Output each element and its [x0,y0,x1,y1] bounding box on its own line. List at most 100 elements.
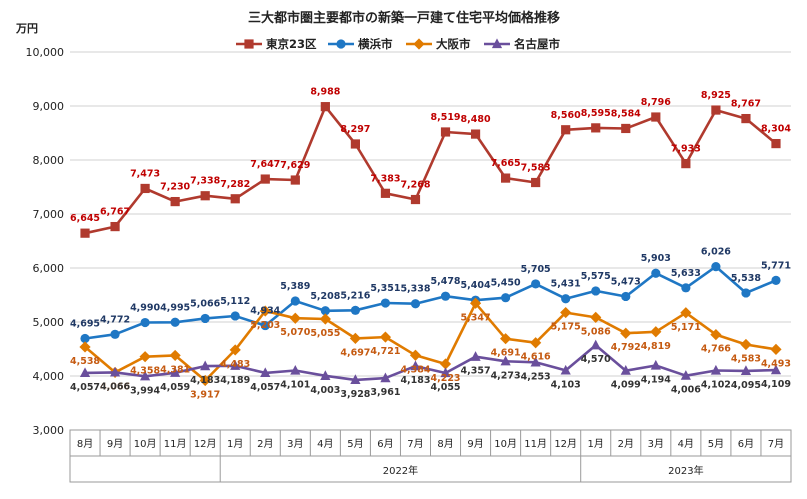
y-tick-label: 4,000 [33,370,65,383]
data-point [260,367,271,378]
data-point [621,291,631,302]
x-tick-label: 1月 [227,438,243,450]
data-label: 5,175 [551,322,581,333]
data-label: 4,792 [611,342,641,353]
data-label: 3,917 [190,389,220,400]
data-label: 4,103 [551,379,581,390]
data-point [290,175,300,185]
data-point [80,333,90,344]
data-label: 4,066 [100,381,130,392]
data-point [140,370,151,381]
x-tick-label: 9月 [107,438,123,450]
data-label: 4,697 [340,347,370,358]
data-label: 8,767 [731,99,761,110]
data-label: 4,538 [70,356,100,367]
data-label: 4,006 [671,385,701,396]
data-label: 4,059 [160,382,190,393]
x-tick-label: 8月 [77,438,93,450]
data-point [620,365,631,375]
data-label: 4,381 [160,364,190,375]
data-label: 7,268 [400,180,430,191]
data-point [500,333,512,345]
y-tick-label: 8,000 [33,154,65,167]
data-label: 6,767 [100,207,130,218]
data-label: 8,584 [611,108,641,119]
data-point [139,351,151,363]
legend-item: 名古屋市 [484,37,560,51]
data-label: 4,358 [130,366,160,377]
data-point [501,173,511,183]
data-point [380,188,391,198]
data-label: 7,629 [280,160,310,171]
x-tick-label: 12月 [554,438,577,450]
data-point [380,298,391,308]
data-point [530,337,542,349]
data-point [260,320,270,331]
data-label: 5,070 [280,327,310,338]
data-point [650,359,661,370]
data-point [290,296,300,306]
data-label: 8,988 [310,87,340,98]
data-label: 5,538 [731,273,761,284]
y-tick-label: 6,000 [33,262,65,275]
data-label: 4,583 [731,354,761,365]
data-label: 4,102 [701,379,731,390]
data-label: 7,583 [521,163,551,174]
data-label: 5,208 [310,291,340,302]
y-axis: 3,000 4,000 5,000 6,000 7,000 8,000 9,000 10,00… [26,46,65,437]
data-label: 3,961 [370,387,400,398]
data-label: 8,480 [461,114,491,125]
y-tick-label: 10,000 [26,46,65,59]
data-point [200,313,210,324]
data-point [410,299,421,309]
x-tick-label: 2月 [618,438,634,450]
data-label: 4,721 [370,346,400,357]
data-label: 4,934 [250,306,280,317]
x-tick-label: 3月 [287,438,303,450]
data-label: 4,695 [70,318,100,329]
data-point [410,360,421,371]
data-label: 5,431 [551,279,581,290]
y-tick-label: 3,000 [33,424,65,437]
data-point [711,261,721,272]
x-tick-label: 1月 [588,438,604,450]
x-tick-label: 4月 [678,438,694,450]
data-label: 6,645 [70,213,100,224]
data-point [651,112,661,122]
data-label: 5,338 [400,284,430,295]
data-label: 4,066 [100,381,130,392]
data-point [470,351,481,361]
series-line [84,105,777,235]
data-point [621,123,631,134]
data-label: 7,383 [370,173,400,184]
legend-marker-swatch [336,39,346,49]
data-point [80,228,90,238]
data-label: 4,055 [430,382,460,393]
chart-title: 三大都市圏主要都市の新築一戸建て住宅平均価格推移 [248,10,560,26]
x-axis: 8月 9月 10月 11月 12月 1月 2月 3月 4月 5月 6月 7月 8月 9月 10月 11月 12月… [69,429,792,483]
x-tick-label: 3月 [648,438,664,450]
data-label: 5,203 [250,320,280,331]
legend-item: 横浜市 [328,37,393,51]
data-label: 4,990 [130,303,160,314]
data-point [531,279,541,289]
data-label: 4,183 [400,375,430,386]
data-label: 3,928 [340,389,370,400]
data-point [710,329,722,341]
x-tick-label: 11月 [524,438,547,450]
data-point [259,305,271,317]
data-label: 4,483 [220,359,250,370]
data-point [590,339,601,350]
data-point [591,286,601,296]
data-point [741,113,751,124]
data-point [501,293,511,303]
y-tick-label: 7,000 [33,208,65,221]
legend-item: 東京23区 [236,37,317,51]
data-point [770,364,782,375]
legend-label: 東京23区 [266,37,317,51]
data-point [591,123,601,133]
year-group-label: 2023年 [668,464,703,477]
x-tick-label: 11月 [164,438,187,450]
data-label: 4,099 [611,380,641,391]
